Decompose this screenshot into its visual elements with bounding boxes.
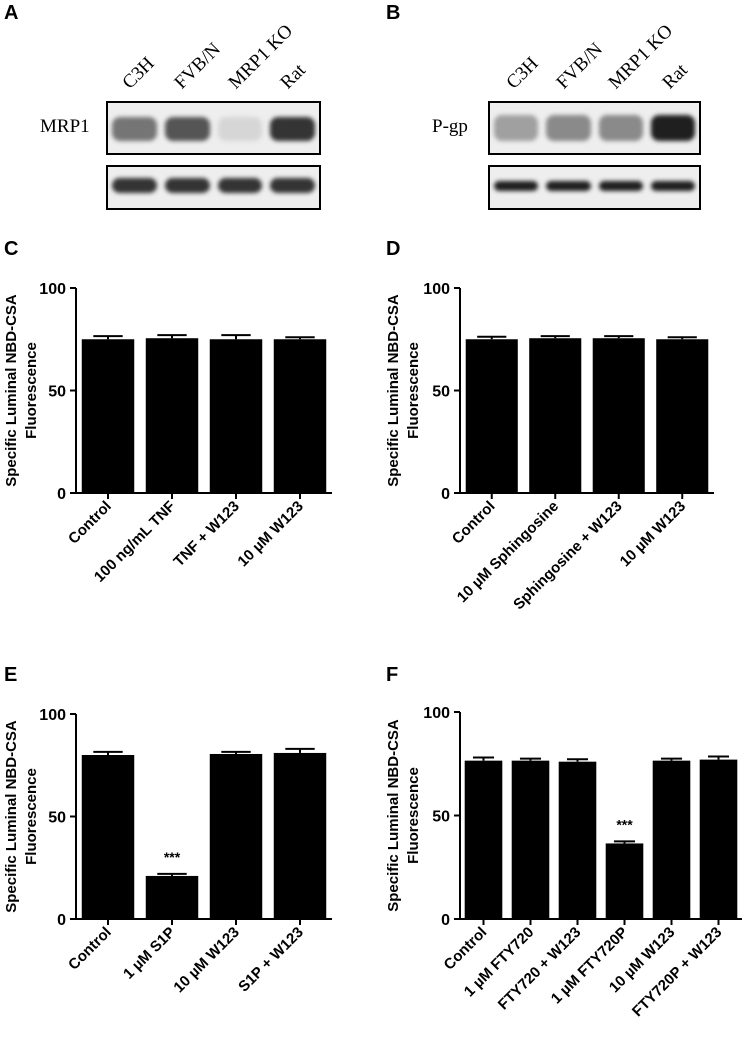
bar [652,760,691,919]
blot-b-upper-band-2 [546,115,591,141]
y-tick-label: 50 [48,384,66,401]
blot-a-upper-band-2 [164,117,210,141]
panel-letter-c: C [4,238,19,260]
blot-b-upper-band-3 [598,115,643,141]
blot-b-upper-band-4 [650,115,695,141]
blot-a-upper-band-4 [270,117,315,141]
blot-b-lower-band-1 [494,181,539,191]
blot-a-upper [106,101,321,155]
panel-letter-a: A [4,2,19,24]
blot-b-lower-band-3 [598,181,643,191]
bar [209,339,263,493]
bar [81,755,135,919]
bar [209,753,263,919]
y-axis-label: Specific Luminal NBD-CSA [385,719,402,912]
y-axis-label: Fluorescence [23,342,40,439]
blot-a-lower-band-3 [217,178,263,193]
blot-a-upper-band-1 [112,117,157,141]
y-axis-label: Fluorescence [405,342,422,439]
y-tick-label: 0 [441,486,450,503]
y-axis-label: Specific Luminal NBD-CSA [385,294,402,487]
bar [273,752,327,919]
blot-b-upper-band-1 [494,115,539,141]
x-tick-label: FTY720 + W123 [495,924,585,1014]
y-tick-label: 0 [57,486,66,503]
y-axis-label: Specific Luminal NBD-CSA [3,720,20,913]
bar [699,759,738,919]
blot-a-lower-band-2 [164,178,210,193]
bar [81,339,135,493]
blot-label-mrp1: MRP1 [40,116,90,137]
y-axis-label: Fluorescence [23,768,40,865]
y-tick-label: 100 [39,281,66,298]
bar [464,760,503,919]
y-tick-label: 0 [57,912,66,929]
panel-letter-e: E [4,664,18,686]
bar [558,761,597,919]
bar [605,843,644,919]
y-axis-label: Specific Luminal NBD-CSA [3,294,20,487]
significance-annotation: *** [164,849,181,865]
y-tick-label: 50 [48,810,66,827]
bar [529,338,582,493]
blot-b-lower [488,165,701,210]
y-tick-label: 100 [423,281,450,298]
bar [273,339,327,493]
blot-a-upper-band-3 [217,117,263,141]
bar [145,338,199,493]
blot-b-lower-band-4 [650,181,695,191]
blot-b-lower-band-2 [546,181,591,191]
blot-a-lower [106,165,321,210]
y-tick-label: 50 [432,809,450,826]
blot-label-pgp: P-gp [432,116,468,137]
blot-a-lower-band-4 [270,178,315,193]
bar [656,339,709,493]
panel-letter-d: D [386,238,401,260]
y-tick-label: 0 [441,912,450,929]
bar [511,760,550,919]
y-tick-label: 100 [39,707,66,724]
y-tick-label: 50 [432,384,450,401]
panel-letter-b: B [386,2,401,24]
bar [465,339,518,493]
bar [145,875,199,919]
y-tick-label: 100 [423,705,450,722]
bar [592,338,645,493]
blot-b-upper [488,101,701,155]
significance-annotation: *** [616,816,633,832]
y-axis-label: Fluorescence [405,767,422,864]
x-tick-label: FTY720P + W123 [629,924,725,1020]
blot-a-lower-band-1 [112,178,157,193]
panel-letter-f: F [386,664,399,686]
